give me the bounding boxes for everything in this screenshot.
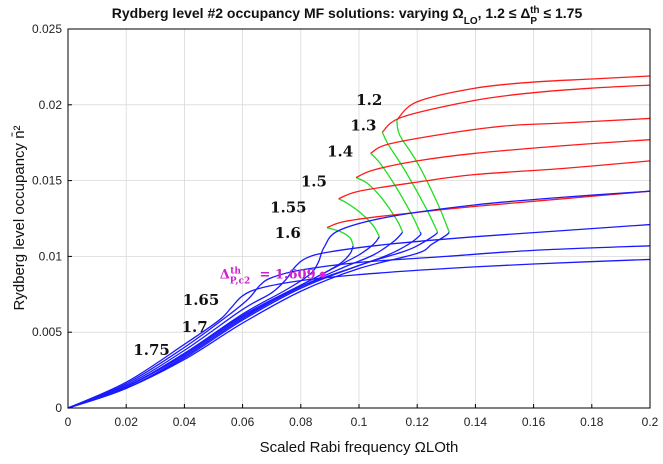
lower-branch-line [67,231,439,409]
x-tick-label: 0.04 [173,415,197,429]
upper-branch-line [381,84,651,133]
y-tick-label: 0.02 [39,98,63,112]
series-layer [67,75,651,409]
upper-branch-line [370,117,651,154]
x-tick-label: 0.18 [580,415,604,429]
lower-branch-line [67,258,651,409]
x-axis-label: Scaled Rabi frequency ΩLOth [260,439,459,456]
y-tick-label: 0.01 [39,249,63,263]
series-1.65 [67,223,651,409]
curve-label: 1.4 [327,142,353,160]
series-1.4 [67,117,651,409]
y-axis-label: Rydberg level occupancy n̄² [11,125,28,310]
unstable-branch-line [338,198,380,238]
unstable-branch-line [396,119,450,233]
y-ticks: 0 0.005 0.01 0.015 0.02 0.025 [32,22,72,415]
x-tick-label: 0.1 [351,415,368,429]
series-1.61 [67,190,651,409]
upper-branch-line [326,190,651,229]
x-tick-label: 0.16 [522,415,546,429]
x-tick-label: 0.14 [464,415,488,429]
x-tick-label: 0.2 [642,415,659,429]
curve-label: 1.5 [301,173,327,191]
x-tick-label: 0.08 [289,415,313,429]
curve-label: 1.65 [183,291,220,309]
critical-point-label: ΔP,c2th = 1.609 [220,267,316,287]
lower-branch-line [67,231,450,409]
x-tick-label: 0 [65,415,72,429]
x-axis-label-text: Scaled Rabi frequency ΩLOth [260,439,459,456]
lower-branch-line [67,190,651,409]
lower-branch-line [67,231,422,409]
x-tick-label: 0.06 [231,415,255,429]
curve-labels: 1.2 1.3 1.41.5 1.55 1.6 1.65 1.7 1.75 [133,91,382,359]
unstable-branch-line [381,131,439,233]
curve-label: 1.6 [275,224,301,242]
unstable-branch-line [370,152,421,233]
curve-label: 1.55 [270,198,307,216]
unstable-branch-line [326,226,354,247]
curve-label: 1.75 [133,341,170,359]
curve-label: 1.3 [350,117,376,135]
x-tick-label: 0.12 [406,415,430,429]
lower-branch-line [67,223,651,409]
series-1.7 [67,245,651,409]
y-tick-label: 0.005 [32,325,62,339]
y-axis-label-text: Rydberg level occupancy n̄² [11,125,28,310]
upper-branch-line [355,139,651,179]
y-tick-label: 0 [55,401,62,415]
x-tick-label: 0.02 [115,415,139,429]
upper-branch-line [396,75,651,121]
upper-branch-line [338,160,651,200]
x-ticks: 0 0.02 0.04 0.06 0.08 0.1 0.12 0.14 0.16 0.18 0.2 [65,404,659,429]
series-1.75 [67,258,651,409]
unstable-branch-line [355,176,404,233]
chart-title: Rydberg level #2 occupancy MF solutions:… [112,5,583,27]
curve-label: 1.7 [182,318,208,336]
curve-label: 1.2 [356,91,382,109]
critical-point-marker [319,271,326,278]
lower-branch-line [67,245,651,409]
y-tick-label: 0.025 [32,22,62,36]
y-tick-label: 0.015 [32,174,62,188]
